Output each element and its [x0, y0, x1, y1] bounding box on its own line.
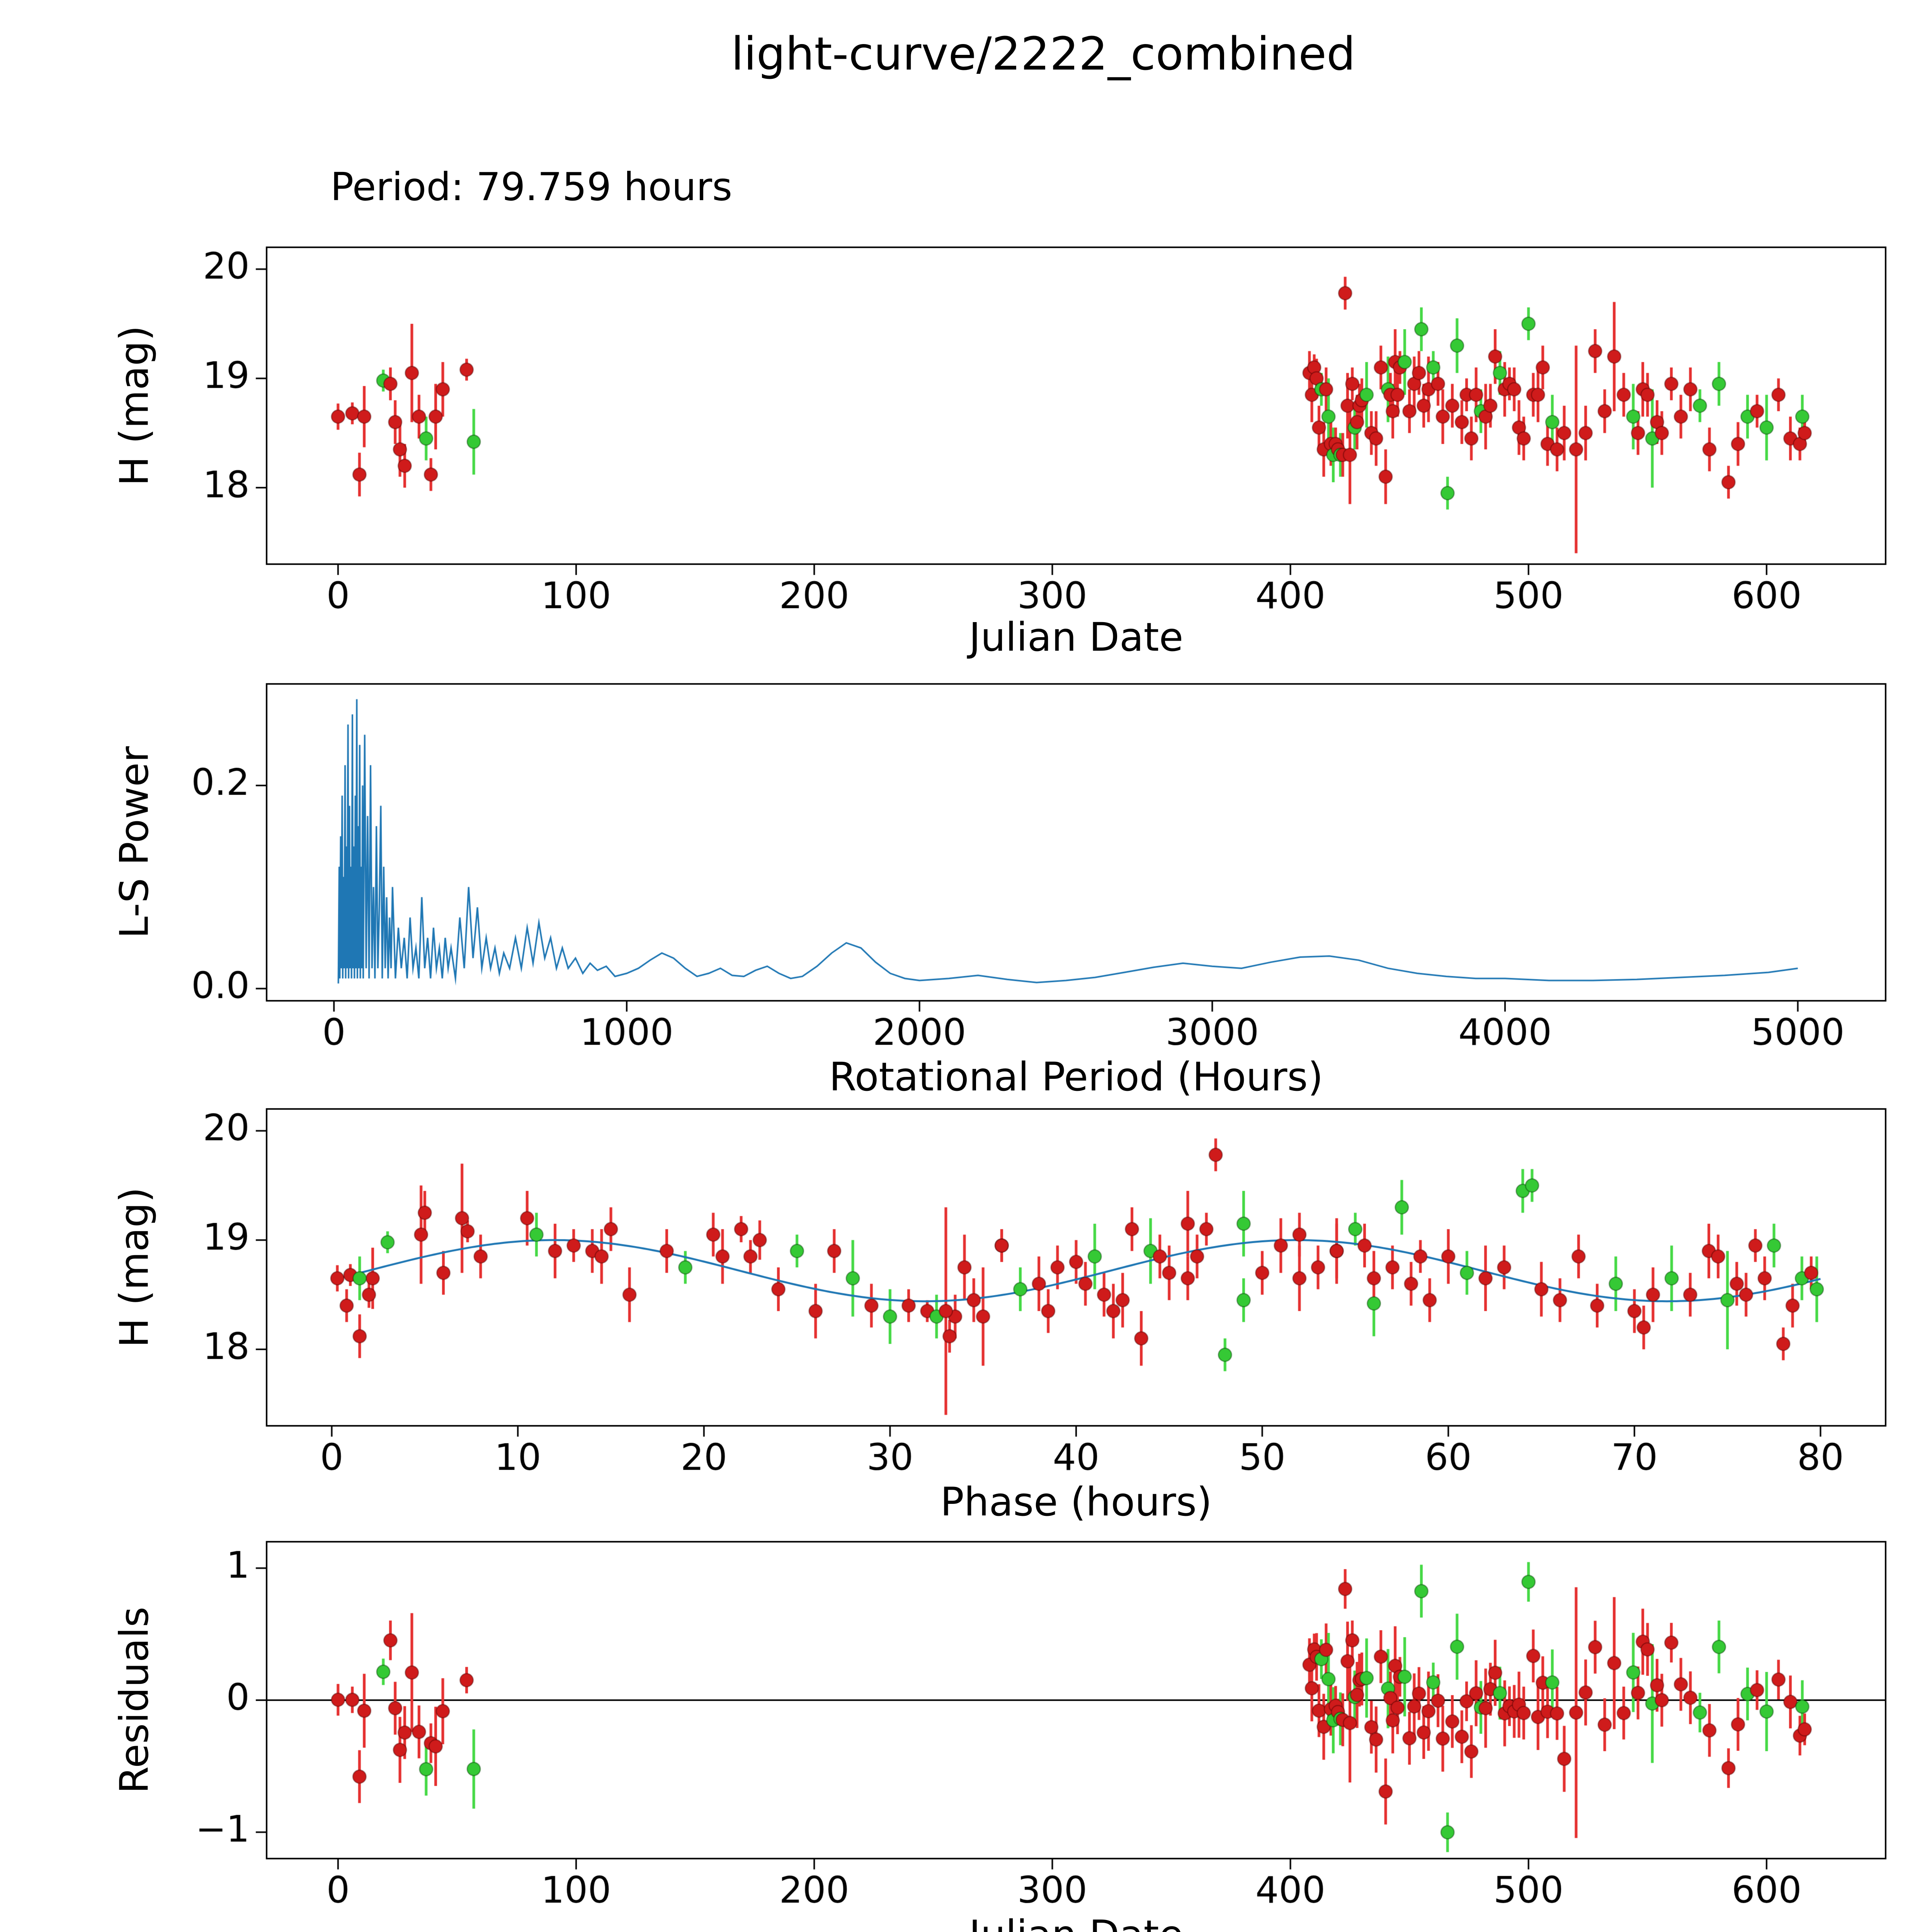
- period-annotation: Period: 79.759 hours: [330, 164, 733, 209]
- residuals-y-axis-label: Residuals: [111, 1607, 158, 1794]
- lightcurve-x-axis-label: Julian Date: [969, 614, 1184, 660]
- lightcurve-y-axis-label: H (mag): [111, 325, 158, 486]
- periodogram-y-axis-label: L-S Power: [111, 746, 158, 939]
- phase-x-axis-label: Phase (hours): [940, 1479, 1212, 1525]
- phase-y-axis-label: H (mag): [111, 1187, 158, 1348]
- periodogram-x-axis-label: Rotational Period (Hours): [829, 1054, 1323, 1100]
- figure-title: light-curve/2222_combined: [731, 27, 1355, 80]
- residuals-x-axis-label: Julian Date: [267, 1912, 1886, 1932]
